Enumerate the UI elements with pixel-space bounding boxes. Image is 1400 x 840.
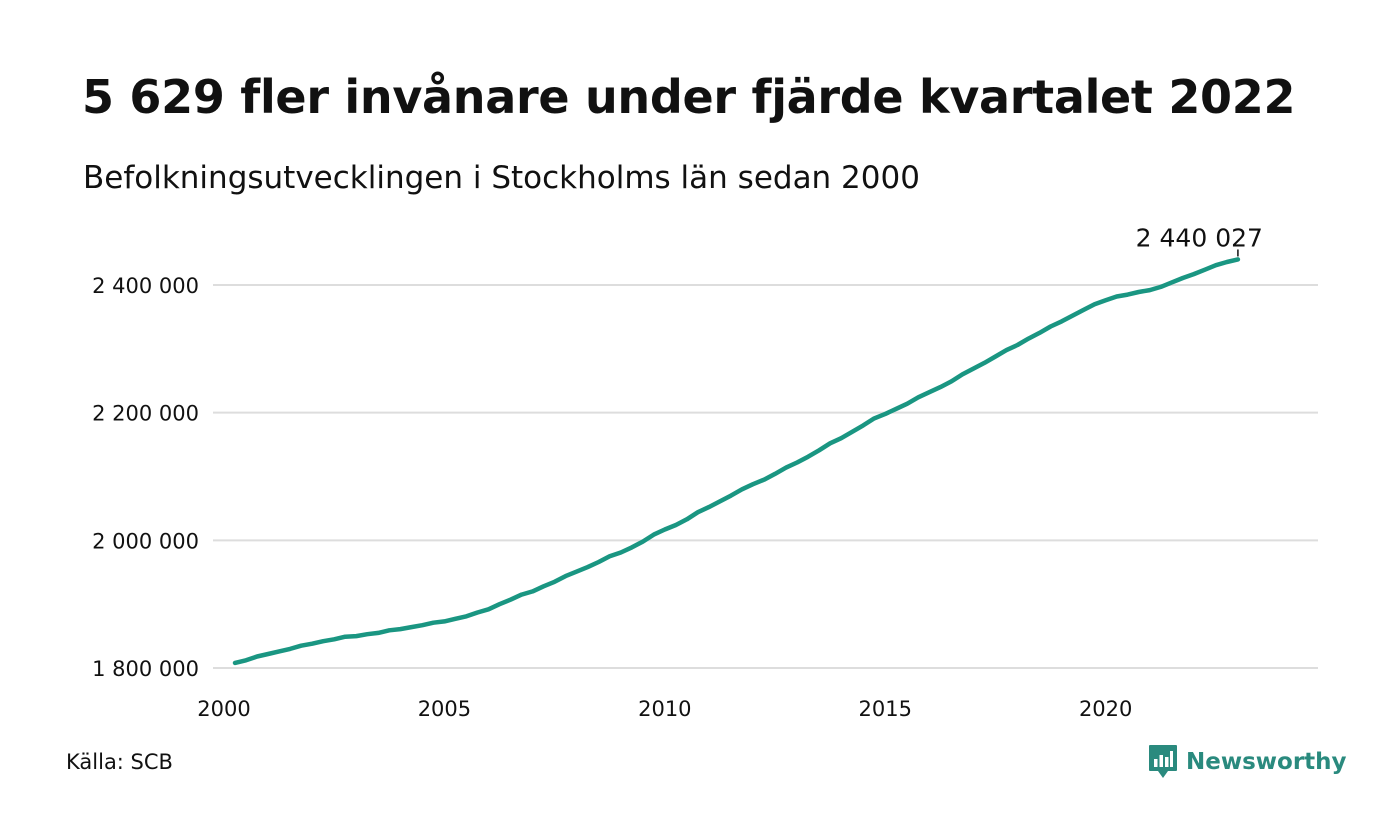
series-layer [232,257,1241,666]
x-tick-label: 2005 [418,697,471,721]
x-tick-label: 2010 [638,697,691,721]
y-tick-label: 2 000 000 [92,529,199,553]
brand-logo: Newsworthy [1148,744,1347,780]
annotation-label: 2 440 027 [1136,223,1263,252]
y-tick-label: 2 200 000 [92,402,199,426]
x-tick-label: 2015 [859,697,912,721]
x-tick-label: 2020 [1079,697,1132,721]
annotation-layer: 2 440 027 [1136,223,1263,257]
brand-name: Newsworthy [1186,749,1347,775]
x-axis-tick-labels: 2000 2005 2010 2015 2020 [197,697,1132,721]
series-line [232,257,1241,666]
bar-chart-bubble-icon [1149,745,1177,778]
chart-title: 5 629 fler invånare under fjärde kvartal… [82,70,1296,124]
y-tick-label: 2 400 000 [92,274,199,298]
y-tick-label: 1 800 000 [92,657,199,681]
source-note: Källa: SCB [66,750,173,774]
chart-subtitle: Befolkningsutvecklingen i Stockholms län… [83,160,920,196]
gridlines [213,284,1318,669]
x-tick-label: 2000 [197,697,250,721]
y-axis-tick-labels: 1 800 000 2 000 000 2 200 000 2 400 000 [92,274,199,681]
